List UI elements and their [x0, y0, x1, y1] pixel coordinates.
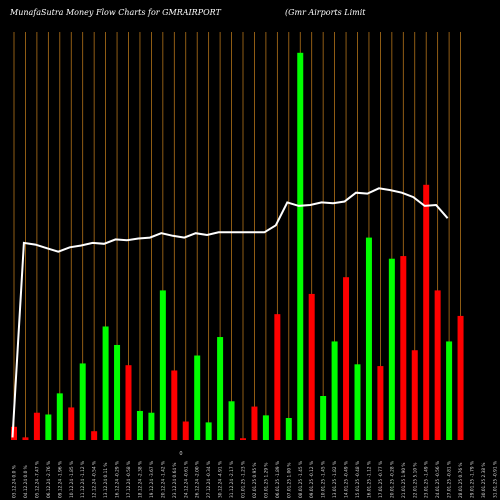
- axis-marker: 0: [179, 451, 182, 457]
- x-tick-label: 06.01.25 -1.89 %: [275, 461, 281, 498]
- x-tick-label: 06.12.24 -2.76 %: [46, 461, 52, 498]
- bar-up: [159, 290, 166, 440]
- x-tick-label: 29.01.25 -1.79 %: [470, 461, 476, 498]
- bar-up: [228, 401, 235, 440]
- x-tick-label: 03.12.24 0.0 %: [12, 465, 18, 498]
- bar-up: [102, 326, 109, 440]
- bar-down: [22, 437, 29, 440]
- bar-up: [148, 412, 155, 440]
- bar-up: [217, 337, 224, 440]
- x-tick-label: 16.12.24 -0.29 %: [115, 461, 121, 498]
- x-tick-label: 08.01.25 -1.45 %: [298, 461, 304, 498]
- chart-title: MunafaSutra Money Flow Charts for GMRAIR…: [10, 8, 221, 17]
- bar-up: [205, 422, 212, 440]
- x-tick-label: 24.01.25 -0.56 %: [435, 461, 441, 498]
- bar-down: [457, 315, 464, 440]
- bar-down: [182, 421, 189, 440]
- x-tick-label: 21.01.25 1.90 %: [401, 462, 407, 498]
- x-tick-label: 24.12.24 -0.61 %: [183, 461, 189, 498]
- x-tick-label: 23.01.25 -1.49 %: [424, 461, 430, 498]
- bar-down: [308, 293, 315, 440]
- x-tick-label: 16.01.25 -1.12 %: [366, 461, 372, 498]
- x-tick-label: 11.12.24 -1.12 %: [80, 461, 86, 498]
- x-tick-label: 10.12.24 -1.85 %: [69, 461, 75, 498]
- bars: [11, 52, 464, 441]
- bar-up: [297, 52, 304, 441]
- bar-down: [33, 412, 40, 440]
- x-tick-label: 09.12.24 -1.96 %: [57, 461, 63, 498]
- x-tick-label: 13.12.24 0.11 %: [103, 462, 109, 498]
- bar-up: [285, 418, 292, 440]
- x-tick-label: 26.12.24 -2.00 %: [195, 461, 201, 498]
- x-tick-label: 23.12.24 0.64 %: [172, 462, 178, 498]
- bar-down: [434, 290, 441, 440]
- x-tick-label: 27.01.25 -0.81 %: [447, 461, 453, 498]
- bar-up: [320, 396, 327, 440]
- bar-up: [365, 237, 372, 440]
- x-tick-label: 31.01.25 -0.91 %: [492, 461, 498, 498]
- bar-down: [68, 407, 75, 440]
- bar-down: [251, 406, 258, 440]
- x-axis-labels: 0 03.12.24 0.0 % 04.12.24 0.0 % 05.12.24 -7…: [12, 451, 499, 498]
- x-tick-label: 17.12.24 -0.58 %: [126, 461, 132, 498]
- money-flow-line: [11, 187, 449, 438]
- bar-down: [125, 365, 132, 440]
- x-tick-label: 18.12.24 -2.38 %: [137, 461, 143, 498]
- bar-up: [262, 415, 269, 440]
- chart-subtitle: (Gmr Airports Limit: [285, 8, 366, 17]
- x-tick-label: 20.01.25 -0.28 %: [389, 461, 395, 498]
- bar-up: [354, 364, 361, 440]
- bar-up: [136, 410, 143, 440]
- x-tick-label: 02.01.25 0.95 %: [252, 462, 258, 498]
- bar-down: [11, 426, 17, 440]
- x-tick-label: 30.01.25 2.38 %: [481, 462, 487, 498]
- bar-up: [79, 363, 86, 440]
- bar-down: [274, 314, 281, 440]
- x-tick-label: 03.01.25 1.29 %: [263, 462, 269, 498]
- x-tick-label: 07.01.25 1.00 %: [286, 462, 292, 498]
- x-tick-label: 20.12.24 -1.42 %: [160, 461, 166, 498]
- x-tick-label: 17.01.25 -0.77 %: [378, 461, 384, 498]
- bar-up: [446, 341, 453, 440]
- x-tick-label: 10.01.25 -1.45 %: [321, 461, 327, 498]
- x-tick-label: 12.12.24 -0.54 %: [92, 461, 98, 498]
- x-tick-label: 09.01.25 -0.12 %: [309, 461, 315, 498]
- x-tick-label: 01.01.25 -1.23 %: [241, 461, 247, 498]
- bar-up: [114, 344, 121, 440]
- x-tick-label: 19.12.24 -3.67 %: [149, 461, 155, 498]
- bar-down: [91, 431, 98, 440]
- bar-down: [343, 277, 350, 440]
- x-tick-label: 14.01.25 -0.49 %: [344, 461, 350, 498]
- x-tick-label: 13.01.25 -1.82 %: [332, 461, 338, 498]
- bar-up: [56, 393, 63, 440]
- x-tick-label: 15.01.25 -0.48 %: [355, 461, 361, 498]
- bar-up: [194, 355, 201, 440]
- flow-line: [11, 187, 449, 438]
- x-tick-label: 31.12.24 -2.17 %: [229, 461, 235, 498]
- x-tick-label: 22.01.25 5.10 %: [412, 462, 418, 498]
- bar-up: [331, 341, 338, 440]
- bar-down: [377, 366, 384, 440]
- bar-down: [171, 370, 178, 440]
- bar-up: [45, 414, 52, 440]
- x-tick-label: 28.01.25 0.76 %: [458, 462, 464, 498]
- bar-down: [240, 438, 246, 440]
- bar-down: [423, 184, 430, 440]
- x-tick-label: 05.12.24 -7.47 %: [34, 461, 40, 498]
- bar-down: [400, 256, 407, 440]
- x-tick-label: 30.12.24 -4.91 %: [218, 461, 224, 498]
- x-tick-label: 04.12.24 0.0 %: [23, 465, 29, 498]
- x-tick-label: 27.12.24 -0.34 %: [206, 461, 212, 498]
- bar-down: [411, 350, 418, 440]
- bar-up: [388, 258, 395, 440]
